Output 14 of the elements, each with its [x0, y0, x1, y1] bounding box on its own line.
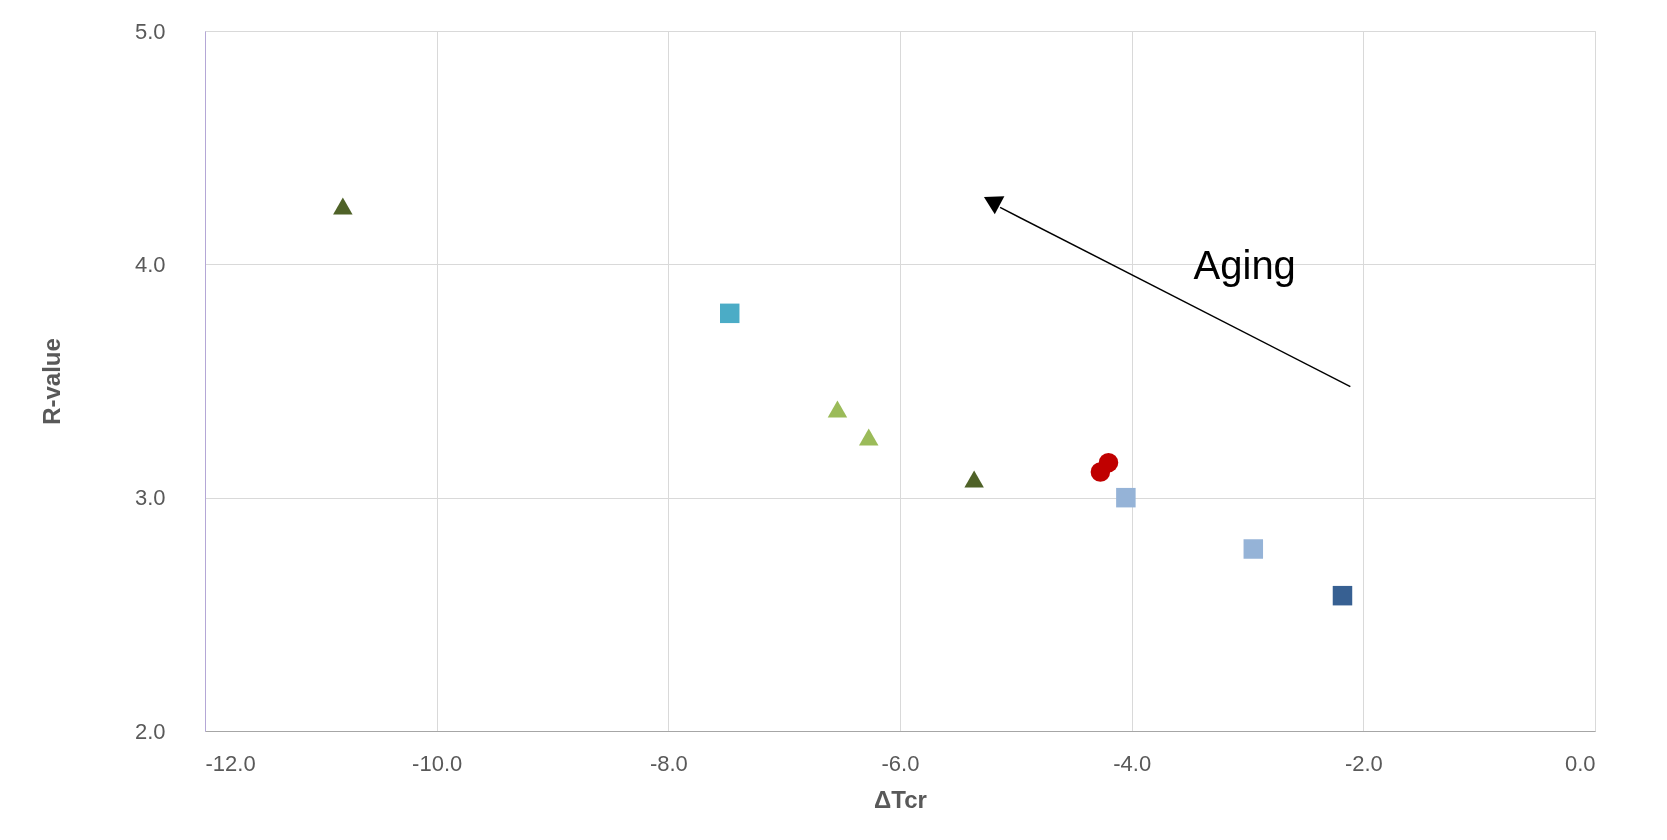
x-tick-label: -2.0: [1344, 750, 1383, 776]
y-axis-title: R-value: [37, 338, 65, 425]
y-tick-label: 5.0: [134, 18, 166, 44]
x-tick-label: -10.0: [412, 750, 463, 776]
annotation: Aging: [1193, 242, 1296, 287]
y-tick-label: 3.0: [134, 485, 166, 511]
x-tick-label: 0.0: [1564, 750, 1596, 776]
y-tick-label: 2.0: [134, 718, 166, 744]
x-tick-label: -8.0: [649, 750, 688, 776]
y-tick-label: 4.0: [134, 251, 166, 277]
x-tick-label: -6.0: [881, 750, 920, 776]
x-axis-title: ΔTcr: [874, 785, 927, 813]
x-tick-label: -12.0: [205, 750, 256, 776]
x-tick-label: -4.0: [1113, 750, 1152, 776]
